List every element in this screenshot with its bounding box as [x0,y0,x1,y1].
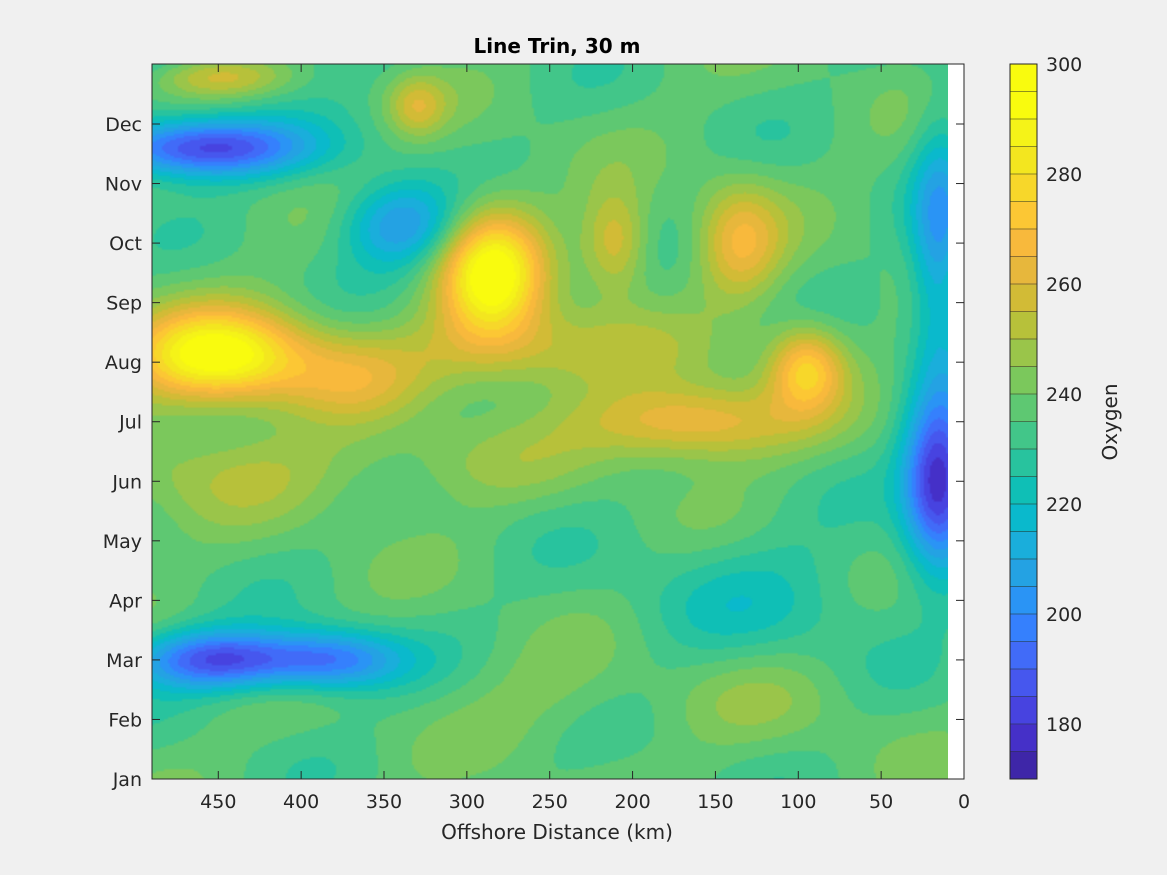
y-tick-label: May [103,531,142,553]
colorbar-label: Oxygen [1098,383,1122,460]
colorbar-tick-label: 240 [1046,384,1082,406]
y-tick-label: Feb [108,709,142,731]
colorbar-level [1010,201,1037,230]
colorbar-level [1010,669,1037,697]
colorbar-level [1010,284,1037,312]
colorbar-level [1010,641,1037,670]
y-tick-label: Apr [109,590,142,612]
colorbar-tick-label: 200 [1046,604,1082,626]
colorbar-tick-label: 220 [1046,494,1082,516]
colorbar-level [1010,586,1037,615]
oxygen-field-image [152,64,948,779]
chart-title: Line Trin, 30 m [474,34,641,58]
colorbar-tick-label: 300 [1046,54,1082,76]
x-tick-label: 100 [780,791,816,813]
colorbar-level [1010,174,1037,202]
colorbar-frame [1009,63,1038,780]
colorbar-level [1010,91,1037,120]
x-tick-label: 350 [366,791,402,813]
colorbar-level [1010,476,1037,505]
colorbar-tick-label: 260 [1046,274,1082,296]
colorbar-level [1010,339,1037,367]
y-tick-label: Oct [109,233,142,255]
x-tick-label: 0 [958,791,970,813]
colorbar-level [1010,256,1037,285]
colorbar-level [1010,724,1037,752]
x-tick-label: 200 [614,791,650,813]
y-tick-label: Dec [105,114,142,136]
colorbar-level [1010,366,1037,395]
x-tick-label: 400 [283,791,319,813]
x-tick-label: 450 [200,791,236,813]
y-tick-label: Jan [112,769,142,791]
colorbar-level [1010,421,1037,450]
y-tick-label: Sep [106,293,142,315]
colorbar-level [1010,559,1037,587]
colorbar-level [1010,504,1037,532]
y-tick-label: Nov [105,174,142,196]
oxygen-contour-field [152,64,948,779]
y-axis: Jan Feb Mar Apr May Jun Jul Aug Sep Oct Nov Dec [103,114,964,791]
x-axis: 450 400 350 300 250 200 150 100 50 0 [200,64,970,813]
x-tick-label: 300 [449,791,485,813]
colorbar-level [1010,394,1037,422]
x-tick-label: 150 [697,791,733,813]
colorbar-tick-label: 280 [1046,164,1082,186]
y-tick-label: Jun [111,471,142,493]
y-tick-label: Jul [118,412,142,434]
colorbar-level [1010,614,1037,642]
y-tick-label: Aug [105,352,142,374]
colorbar-level [1010,696,1037,725]
colorbar-level [1010,119,1037,147]
colorbar-level [1010,311,1037,340]
x-tick-label: 50 [869,791,893,813]
y-tick-label: Mar [106,650,142,672]
x-axis-label: Offshore Distance (km) [441,820,673,844]
colorbar-level [1010,531,1037,560]
colorbar-level [1010,229,1037,257]
colorbar: 180 200 220 240 260 280 300 [1009,54,1082,780]
colorbar-level [1010,751,1037,780]
colorbar-tick-label: 180 [1046,714,1082,736]
colorbar-level [1010,146,1037,175]
colorbar-level [1010,449,1037,477]
x-tick-label: 250 [532,791,568,813]
colorbar-level [1010,64,1037,92]
